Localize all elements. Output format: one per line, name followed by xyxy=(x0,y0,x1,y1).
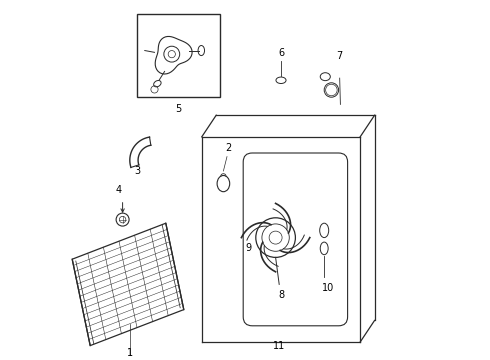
Text: 9: 9 xyxy=(245,243,252,253)
Circle shape xyxy=(168,50,175,58)
Text: 6: 6 xyxy=(278,48,284,58)
Text: 8: 8 xyxy=(278,290,284,300)
Ellipse shape xyxy=(319,223,329,238)
Ellipse shape xyxy=(198,45,204,55)
Circle shape xyxy=(262,224,289,251)
Polygon shape xyxy=(155,36,192,74)
Ellipse shape xyxy=(320,242,328,255)
Text: 4: 4 xyxy=(116,185,122,195)
Circle shape xyxy=(256,218,295,257)
Ellipse shape xyxy=(217,176,230,192)
Text: 10: 10 xyxy=(321,283,334,293)
Ellipse shape xyxy=(154,81,161,87)
Text: 7: 7 xyxy=(337,51,343,61)
Ellipse shape xyxy=(324,83,339,97)
Text: 5: 5 xyxy=(175,104,181,114)
Circle shape xyxy=(326,84,337,96)
Circle shape xyxy=(164,46,180,62)
Ellipse shape xyxy=(276,77,286,84)
Text: 3: 3 xyxy=(134,166,140,176)
Text: 1: 1 xyxy=(127,348,133,358)
Text: 2: 2 xyxy=(226,143,232,153)
Text: 11: 11 xyxy=(273,341,285,351)
Ellipse shape xyxy=(320,73,330,81)
Circle shape xyxy=(116,213,129,226)
Circle shape xyxy=(269,231,282,244)
Bar xyxy=(137,14,220,97)
